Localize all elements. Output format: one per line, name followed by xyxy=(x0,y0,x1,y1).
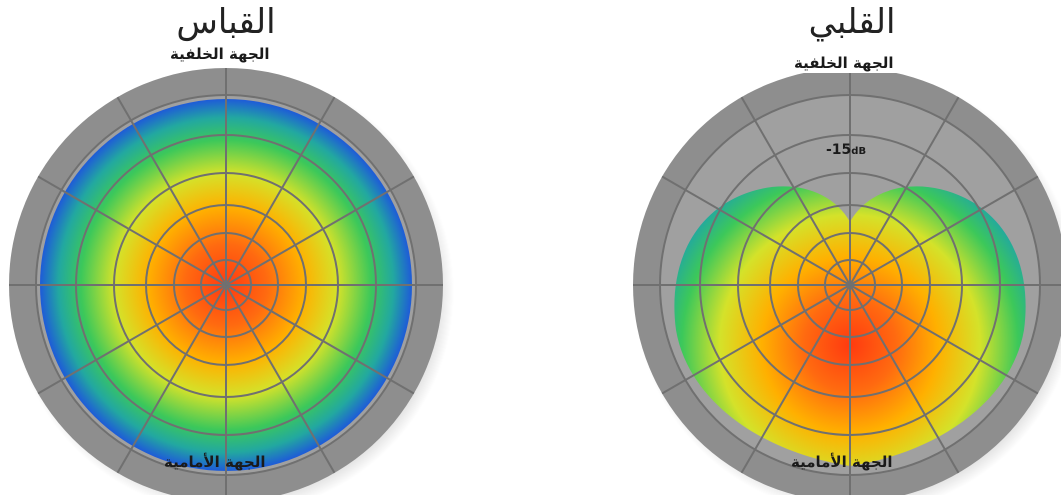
cardioid-grid-spoke xyxy=(661,284,851,395)
level-unit: dB xyxy=(851,146,867,157)
cardioid-grid-spoke xyxy=(849,96,960,286)
omni-grid-spoke xyxy=(225,175,415,286)
cardioid-level-label: -15dB xyxy=(826,142,866,158)
cardioid-grid xyxy=(633,68,1061,495)
omni-diagram xyxy=(9,68,454,495)
omni-grid-spoke xyxy=(225,96,336,286)
diagram-title-cardioid: القلبي xyxy=(808,2,896,42)
cardioid-grid-spoke xyxy=(849,284,960,474)
cardioid-grid-spoke xyxy=(849,175,1039,286)
cardioid-grid-spoke xyxy=(740,96,851,286)
level-value: -15 xyxy=(826,142,852,158)
cardioid-grid-spoke xyxy=(849,284,1039,395)
cardioid-grid-spoke xyxy=(661,175,851,286)
diagram-title-omni: القباس xyxy=(176,2,276,42)
omni-front-label: الجهة الأمامية xyxy=(164,453,266,471)
cardioid-grid-spoke xyxy=(740,284,851,474)
omni-rear-label: الجهة الخلفية xyxy=(166,44,274,64)
cardioid-front-label: الجهة الأمامية xyxy=(791,453,893,471)
omni-grid-spoke xyxy=(225,284,415,395)
omni-grid-spoke xyxy=(116,96,227,286)
omni-grid-spoke xyxy=(37,175,227,286)
cardioid-diagram xyxy=(633,68,1061,495)
omni-grid-spoke xyxy=(225,284,336,474)
cardioid-rear-label: الجهة الخلفية xyxy=(790,53,898,73)
omni-grid xyxy=(9,68,443,495)
omni-grid-spoke xyxy=(37,284,227,395)
omni-grid-spoke xyxy=(116,284,227,474)
